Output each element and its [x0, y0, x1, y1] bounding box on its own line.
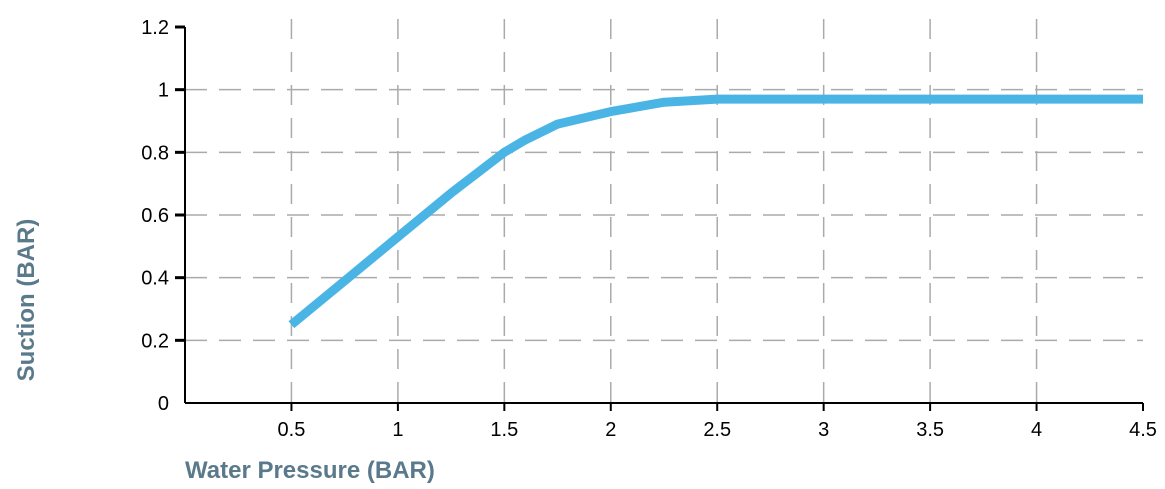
y-tick-label: 0.2	[141, 330, 169, 352]
x-tick-label: 0.5	[278, 419, 306, 441]
tick-labels: 0.5 1 1.5 2 2.5 3 3.5 4 4.5 0 0.2 0.4 0.6 0.8 1 1.2	[141, 17, 1157, 441]
x-tick-label: 2.5	[703, 419, 731, 441]
y-tick-label: 0	[158, 393, 169, 415]
x-tick-label: 4.5	[1129, 419, 1157, 441]
x-tick-label: 2	[605, 419, 616, 441]
y-axis-title: Suction (BAR)	[13, 219, 40, 382]
grid-lines	[185, 19, 1143, 403]
series-lines	[288, 94, 1143, 329]
y-tick-label: 1	[158, 80, 169, 102]
y-tick-label: 0.4	[141, 268, 169, 290]
y-tick-label: 0.6	[141, 205, 169, 227]
series-line	[288, 94, 1143, 329]
x-tick-label: 3.5	[916, 419, 944, 441]
x-tick-label: 3	[818, 419, 829, 441]
y-tick-label: 1.2	[141, 17, 169, 39]
x-axis-title: Water Pressure (BAR)	[185, 457, 435, 484]
x-tick-label: 1.5	[490, 419, 518, 441]
y-tick-label: 0.8	[141, 142, 169, 164]
x-tick-label: 1	[392, 419, 403, 441]
tick-marks	[175, 25, 1144, 411]
x-tick-label: 4	[1031, 419, 1042, 441]
